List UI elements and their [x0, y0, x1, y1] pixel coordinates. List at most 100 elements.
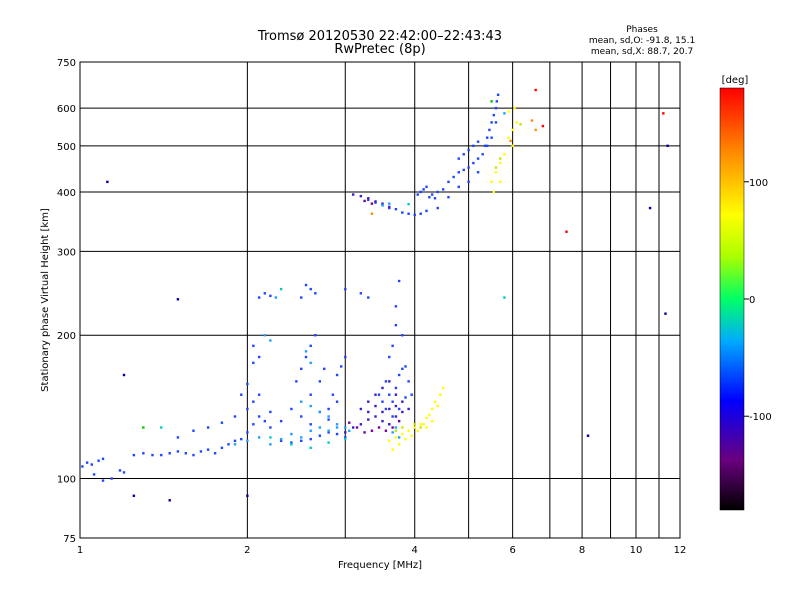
data-point — [85, 461, 89, 464]
data-point — [433, 400, 437, 403]
data-point — [407, 212, 410, 215]
data-point — [309, 287, 312, 291]
data-point — [534, 88, 537, 92]
data-point — [509, 139, 512, 143]
data-point — [90, 463, 93, 466]
data-point — [269, 294, 272, 298]
data-point — [240, 437, 243, 441]
colorbar — [719, 87, 745, 511]
data-point — [335, 400, 339, 403]
data-point — [176, 298, 180, 301]
y-axis-label: Stationary phase Virtual Height [km] — [40, 208, 51, 392]
data-point — [416, 193, 419, 196]
grid — [79, 61, 681, 539]
data-point — [252, 344, 255, 348]
data-point — [422, 188, 425, 191]
data-point — [257, 436, 261, 439]
y-tick-label: 400 — [57, 188, 76, 199]
data-point — [462, 168, 465, 172]
data-point — [472, 161, 475, 165]
data-point — [515, 121, 518, 124]
data-point — [263, 292, 267, 295]
data-point — [490, 136, 493, 139]
data-point — [472, 144, 475, 148]
data-point — [407, 429, 410, 432]
data-point — [397, 419, 401, 423]
data-point — [300, 400, 303, 403]
data-point — [367, 410, 370, 414]
data-point — [490, 121, 493, 124]
data-point — [318, 410, 322, 414]
data-point — [269, 410, 272, 414]
data-point — [304, 283, 308, 287]
data-point — [344, 426, 347, 429]
data-point — [327, 415, 330, 418]
data-point — [436, 404, 439, 408]
data-point — [335, 373, 339, 377]
data-point — [413, 423, 416, 426]
data-point — [246, 494, 249, 497]
data-point — [494, 106, 498, 110]
data-point — [309, 344, 312, 348]
data-point — [269, 339, 272, 342]
data-point — [374, 200, 377, 203]
data-point — [355, 426, 359, 429]
data-point — [499, 180, 502, 184]
data-point — [388, 355, 391, 359]
data-point — [476, 140, 480, 143]
data-point — [428, 413, 431, 417]
data-point — [348, 421, 351, 424]
data-point — [507, 136, 510, 139]
data-point — [300, 415, 303, 418]
data-point — [391, 448, 394, 451]
data-point — [401, 400, 404, 403]
x-tick-label: 12 — [674, 545, 687, 556]
data-point — [462, 153, 465, 156]
data-point — [213, 452, 217, 455]
data-point — [384, 407, 388, 411]
data-point — [391, 344, 394, 348]
data-point — [662, 112, 665, 115]
data-point — [485, 136, 489, 139]
data-point — [381, 202, 384, 205]
data-point — [381, 386, 384, 390]
data-point — [428, 195, 431, 199]
data-point — [381, 419, 384, 423]
data-point — [304, 355, 308, 359]
x-tick-label: 8 — [579, 545, 585, 556]
data-point — [441, 386, 445, 390]
data-point — [351, 193, 355, 196]
data-point — [422, 423, 425, 426]
data-point — [494, 166, 498, 169]
data-point — [530, 119, 534, 122]
data-point — [397, 407, 401, 411]
data-point — [199, 450, 203, 453]
data-point — [407, 380, 410, 383]
data-point — [499, 157, 502, 160]
data-point — [394, 323, 398, 327]
data-point — [168, 499, 171, 502]
data-point — [206, 426, 210, 429]
data-point — [404, 365, 407, 368]
data-point — [401, 432, 404, 436]
data-point — [481, 153, 484, 156]
data-point — [300, 296, 303, 299]
data-point — [467, 166, 470, 169]
data-point — [246, 407, 249, 411]
data-point — [252, 361, 255, 365]
data-point — [391, 400, 394, 403]
data-point — [269, 436, 272, 439]
data-point — [457, 185, 460, 189]
data-point — [309, 393, 312, 396]
data-point — [419, 212, 422, 215]
data-point — [377, 426, 381, 429]
data-point — [511, 144, 514, 148]
data-point — [344, 436, 347, 439]
data-point — [394, 429, 398, 432]
data-point — [425, 416, 428, 420]
data-point — [430, 419, 434, 423]
data-point — [541, 124, 545, 128]
data-point — [142, 452, 145, 455]
data-point — [192, 453, 195, 457]
